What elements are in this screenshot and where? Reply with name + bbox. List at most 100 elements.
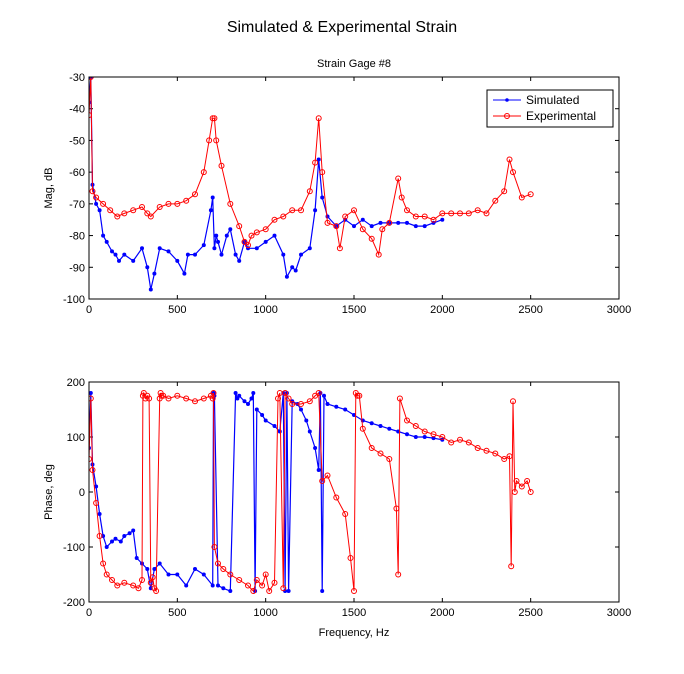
magnitude-simulated-line (89, 77, 443, 290)
phase-simulated-point (387, 426, 392, 431)
magnitude-simulated-point (284, 274, 289, 279)
magnitude-simulated-point (233, 252, 238, 257)
magnitude-experimental-point (289, 207, 296, 214)
magnitude-experimental-point (306, 188, 313, 195)
magnitude-experimental-point (227, 200, 234, 207)
phase-simulated-point (322, 393, 326, 398)
magnitude-simulated-point (140, 246, 144, 251)
phase-experimental-point (511, 489, 518, 495)
magnitude-experimental-point (192, 191, 198, 198)
magnitude-simulated-point (94, 201, 99, 206)
phase-experimental-point (280, 585, 287, 592)
magnitude-experimental-point (506, 156, 513, 163)
magnitude-simulated-point (290, 265, 295, 270)
magnitude-experimental-point (474, 207, 481, 214)
phase-simulated-point (221, 586, 226, 591)
phase-simulated-point (316, 468, 321, 472)
phase-xtick-label: 500 (168, 607, 186, 619)
phase-experimental-point (275, 395, 281, 402)
magnitude-experimental-point (107, 207, 114, 214)
phase-simulated-point (254, 407, 259, 412)
phase-experimental-point (368, 445, 375, 451)
phase-experimental-point (100, 560, 107, 567)
phase-experimental-point (412, 423, 419, 429)
phase-simulated-point (110, 539, 114, 544)
phase-experimental-point (135, 585, 142, 592)
phase-experimental-point (192, 398, 198, 405)
phase-experimental-point (510, 398, 516, 405)
magnitude-ytick-label: -60 (69, 167, 85, 179)
magnitude-experimental-point (518, 194, 525, 201)
phase-simulated-point (251, 391, 256, 395)
phase-experimental-point (209, 395, 216, 402)
phase-simulated-point (127, 531, 132, 536)
magnitude-experimental-point (89, 112, 92, 119)
magnitude-simulated-point (185, 252, 190, 257)
phase-experimental-point (396, 395, 403, 402)
phase-experimental-point (359, 425, 366, 432)
magnitude-simulated-point (237, 258, 242, 263)
magnitude-experimental-point (139, 204, 145, 210)
phase-simulated-point (134, 556, 139, 560)
phase-experimental-point (96, 533, 103, 539)
phase-xtick-label: 2500 (518, 607, 542, 619)
phase-experimental-point (524, 478, 531, 484)
magnitude-experimental-point (421, 213, 428, 220)
magnitude-experimental-point (298, 207, 304, 214)
phase-simulated-point (313, 446, 318, 450)
phase-ytick-label: 100 (67, 432, 85, 444)
magnitude-simulated-point (299, 252, 303, 257)
magnitude-simulated-point (208, 208, 213, 213)
magnitude-simulated-point (148, 287, 153, 292)
magnitude-experimental-point (492, 197, 499, 204)
magnitude-xtick-label: 500 (168, 304, 186, 316)
magnitude-simulated-point (122, 252, 127, 257)
phase-experimental-point (386, 456, 393, 462)
magnitude-experimental-point (439, 210, 446, 217)
phase-series (89, 390, 534, 594)
phase-simulated-point (378, 424, 383, 428)
phase-simulated-point (320, 589, 325, 593)
magnitude-simulated-point (320, 195, 325, 200)
phase-experimental-point (430, 431, 437, 438)
phase-experimental-point (377, 450, 384, 457)
magnitude-experimental-point (351, 207, 357, 214)
magnitude-ytick-label: -40 (69, 104, 85, 116)
phase-experimental-point (513, 478, 520, 484)
phase-simulated-point (157, 561, 162, 566)
magnitude-experimental-point (209, 115, 216, 122)
phase-experimental-point (298, 401, 304, 407)
phase-experimental-point (421, 428, 428, 435)
magnitude-simulated-point (210, 195, 215, 200)
phase-simulated-point (299, 407, 303, 412)
magnitude-ylabel: Mag, dB (43, 168, 55, 209)
magnitude-simulated-point (316, 157, 321, 162)
magnitude-simulated-point (175, 258, 180, 263)
magnitude-experimental-point (324, 219, 331, 226)
phase-experimental-point (174, 392, 181, 399)
magnitude-experimental-point (412, 213, 419, 220)
magnitude-simulated-point (272, 233, 277, 238)
magnitude-experimental-point (510, 169, 516, 176)
phase-experimental-point (103, 571, 110, 578)
phase-experimental-point (315, 390, 322, 396)
magnitude-simulated-point (352, 224, 356, 229)
magnitude-experimental-point (206, 137, 213, 144)
magnitude-experimental-point (315, 115, 322, 122)
magnitude-ytick-label: -90 (69, 262, 85, 274)
phase-experimental-point (483, 447, 490, 454)
phase-experimental-point (289, 401, 296, 407)
phase-simulated-point (405, 432, 409, 437)
magnitude-simulated-point (378, 220, 383, 225)
legend-simulated-marker (505, 98, 509, 102)
magnitude-simulated-point (110, 249, 114, 254)
phase-simulated-point (246, 402, 250, 406)
legend-experimental-label: Experimental (526, 109, 596, 123)
phase-ytick-label: -200 (63, 597, 85, 609)
phase-experimental-point (109, 577, 115, 583)
magnitude-xtick-label: 1500 (342, 304, 366, 316)
phase-experimental-point (153, 588, 160, 594)
magnitude-experimental-point (375, 251, 382, 258)
magnitude-experimental-point (211, 115, 218, 122)
